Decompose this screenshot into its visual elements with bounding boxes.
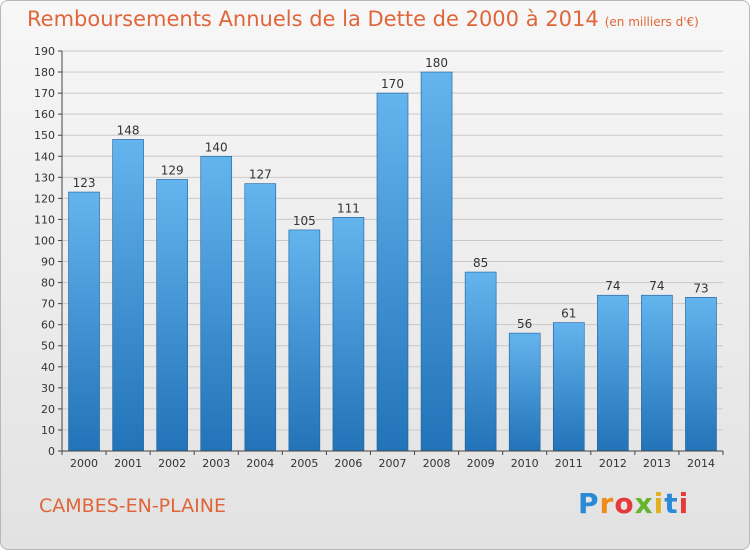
data-label: 170 [381, 77, 404, 91]
y-tick-label: 10 [41, 424, 55, 437]
x-tick-label: 2004 [246, 457, 274, 470]
proxiti-logo: Proxiti [578, 487, 690, 520]
data-label: 129 [161, 163, 184, 177]
x-tick-label: 2010 [511, 457, 539, 470]
y-tick-label: 150 [34, 129, 55, 142]
x-axis-ticks: 2000 2001 2002 2003 2004 2005 2006 2007 2008 2009… [61, 451, 724, 470]
y-tick-label: 60 [41, 319, 55, 332]
x-tick-label: 2000 [70, 457, 98, 470]
bar [597, 294, 629, 452]
bar [641, 294, 673, 452]
bar [376, 92, 409, 452]
data-label: 73 [693, 281, 708, 295]
y-tick-label: 100 [34, 234, 55, 247]
data-label: 85 [473, 256, 488, 270]
data-label: 127 [249, 168, 272, 182]
bar [420, 71, 453, 452]
x-tick-label: 2003 [202, 457, 230, 470]
bars [68, 71, 717, 452]
x-tick-label: 2007 [379, 457, 407, 470]
data-label: 74 [605, 279, 620, 293]
y-tick-label: 190 [34, 45, 55, 58]
bar [508, 332, 541, 452]
chart-title: Remboursements Annuels de la Dette de 20… [27, 7, 699, 31]
bar [68, 191, 100, 452]
commune-name: CAMBES-EN-PLAINE [39, 495, 226, 517]
y-tick-label: 80 [41, 277, 55, 290]
x-tick-label: 2012 [599, 457, 627, 470]
y-tick-label: 20 [41, 403, 55, 416]
x-tick-label: 2011 [555, 457, 583, 470]
y-tick-label: 90 [41, 256, 55, 269]
y-tick-label: 50 [41, 340, 55, 353]
data-label: 105 [293, 214, 316, 228]
x-tick-label: 2002 [158, 457, 186, 470]
x-tick-label: 2008 [423, 457, 451, 470]
data-label: 180 [425, 56, 448, 70]
bar [156, 179, 188, 452]
y-tick-label: 140 [34, 150, 55, 163]
y-tick-label: 40 [41, 361, 55, 374]
data-label: 61 [561, 307, 576, 321]
y-tick-label: 110 [34, 213, 55, 226]
y-tick-label: 30 [41, 382, 55, 395]
x-tick-label: 2006 [334, 457, 362, 470]
x-tick-label: 2005 [290, 457, 318, 470]
bar [200, 155, 233, 452]
chart-unit: (en milliers d'€) [604, 15, 699, 29]
y-tick-label: 130 [34, 171, 55, 184]
chart-title-text: Remboursements Annuels de la Dette de 20… [27, 7, 599, 31]
data-label: 140 [205, 140, 228, 154]
data-labels: 123 148 129 140 127 105 111 170 180 85 56 61 74 74 73 [73, 56, 709, 331]
x-tick-label: 2014 [687, 457, 715, 470]
data-label: 74 [649, 279, 664, 293]
bar [244, 183, 277, 452]
y-tick-label: 0 [48, 445, 55, 458]
y-tick-label: 160 [34, 108, 55, 121]
y-tick-label: 170 [34, 87, 55, 100]
y-tick-label: 180 [34, 66, 55, 79]
bar [685, 297, 717, 452]
bar [464, 271, 497, 452]
bar [332, 217, 365, 452]
x-tick-label: 2013 [643, 457, 671, 470]
bar [288, 229, 321, 452]
bar [112, 139, 144, 452]
data-label: 56 [517, 317, 532, 331]
y-tick-label: 70 [41, 298, 55, 311]
data-label: 123 [73, 176, 96, 190]
data-label: 111 [337, 201, 360, 215]
x-tick-label: 2009 [467, 457, 495, 470]
y-tick-label: 120 [34, 192, 55, 205]
y-axis-ticks: 0 10 20 30 40 50 60 70 80 90 100 110 120 130 140 150 160… [34, 45, 62, 458]
bar [552, 322, 585, 452]
bar-chart: 0 10 20 30 40 50 60 70 80 90 100 110 120 130 140 150 160… [34, 45, 724, 470]
data-label: 148 [117, 123, 140, 137]
x-tick-label: 2001 [114, 457, 142, 470]
